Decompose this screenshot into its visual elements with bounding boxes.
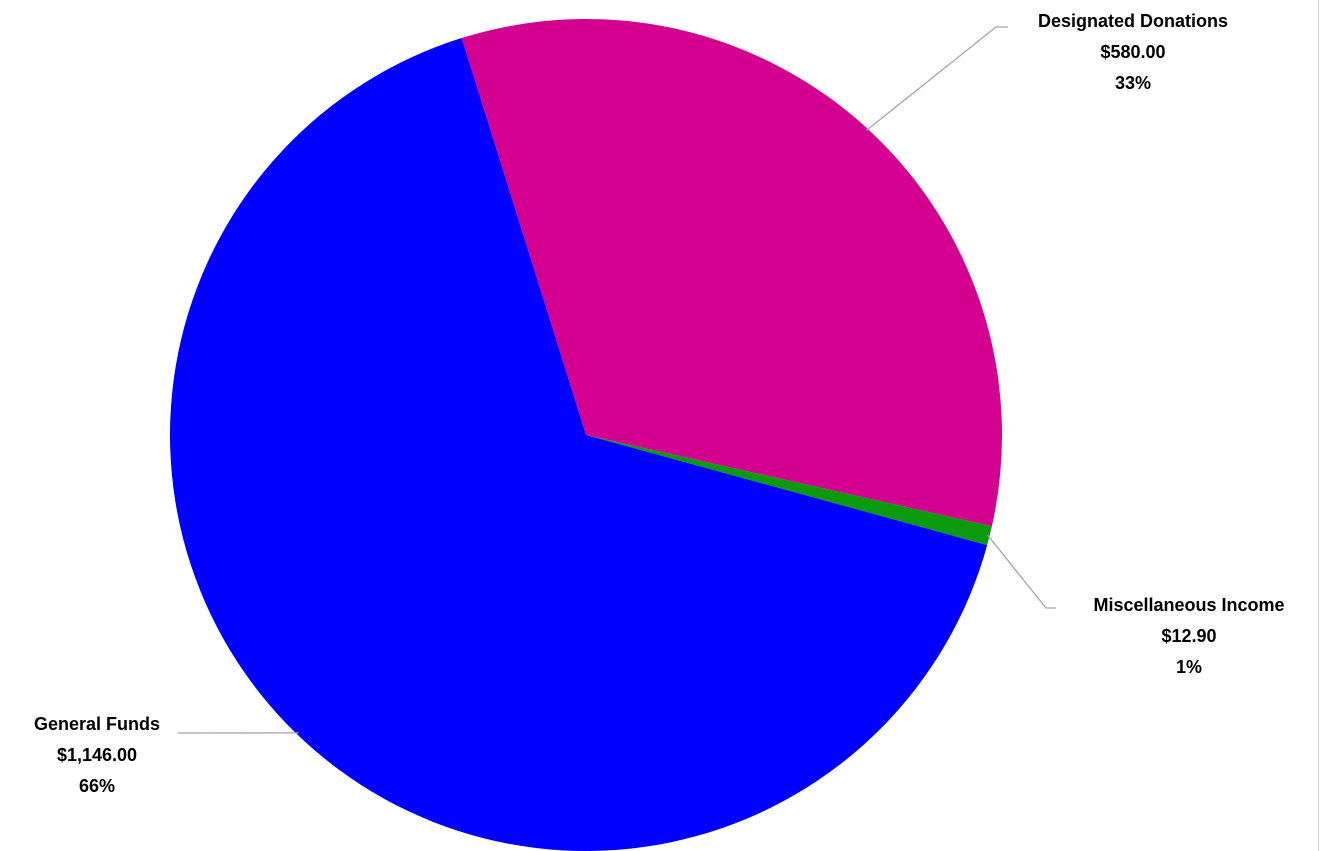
label-designated-donations-value: $580.00 <box>1100 42 1165 62</box>
label-general-funds-percent: 66% <box>79 776 115 796</box>
pie-slice-general-funds <box>170 38 988 851</box>
label-general-funds-name: General Funds <box>34 714 160 734</box>
pie-slices <box>170 19 1002 851</box>
label-miscellaneous-income-percent: 1% <box>1176 657 1202 677</box>
label-general-funds-value: $1,146.00 <box>57 745 137 765</box>
label-miscellaneous-income-value: $12.90 <box>1161 626 1216 646</box>
label-designated-donations-name: Designated Donations <box>1038 11 1228 31</box>
pie-slice-miscellaneous-income <box>586 435 992 546</box>
leader-lines <box>178 26 1056 734</box>
label-miscellaneous-income-name: Miscellaneous Income <box>1093 595 1284 615</box>
label-designated-donations-percent: 33% <box>1115 73 1151 93</box>
leader-line-designated-donations <box>865 26 1008 131</box>
chart-frame-edge <box>1318 0 1319 851</box>
leader-line-miscellaneous-income <box>987 534 1056 609</box>
pie-slice-designated-donations <box>461 19 1002 527</box>
